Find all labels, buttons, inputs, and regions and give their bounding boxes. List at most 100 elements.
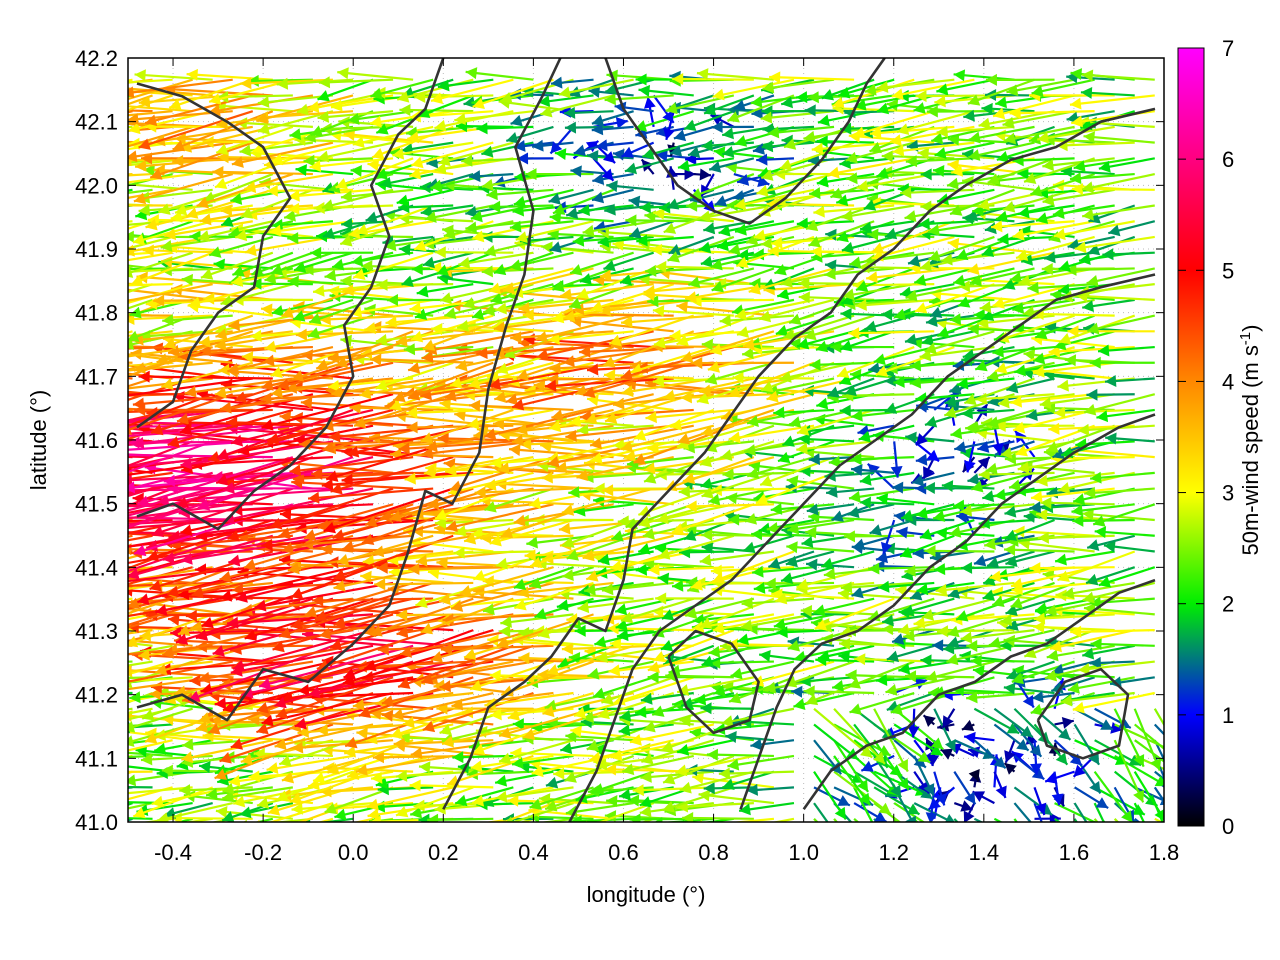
wind-arrow <box>634 705 694 718</box>
wind-arrow <box>1133 708 1162 771</box>
wind-arrow-shaft <box>232 629 374 670</box>
wind-arrow-head <box>565 429 577 442</box>
wind-arrow <box>332 503 454 541</box>
wind-arrow-shaft <box>643 707 715 731</box>
wind-arrow-shaft <box>494 377 594 401</box>
wind-arrow <box>128 801 173 805</box>
wind-arrow-head <box>28 354 39 366</box>
wind-arrow-head <box>132 436 145 449</box>
wind-arrow-shaft <box>231 503 374 512</box>
wind-arrow-head <box>821 557 834 570</box>
wind-arrow-shaft <box>986 408 1055 426</box>
wind-arrow-head <box>680 391 692 404</box>
wind-arrow-shaft <box>676 801 754 809</box>
wind-arrow-shaft <box>937 629 1015 633</box>
wind-arrow-head <box>932 639 944 652</box>
wind-arrow-shaft <box>565 424 674 439</box>
wind-arrow <box>1070 625 1155 638</box>
wind-arrow-head <box>327 379 340 392</box>
wind-arrow-head <box>40 582 52 594</box>
wind-arrow <box>653 629 735 663</box>
wind-arrow-head <box>766 390 779 403</box>
wind-arrow <box>1113 708 1145 768</box>
wind-arrow <box>954 440 995 454</box>
wind-arrow-head <box>455 794 468 807</box>
wind-arrow <box>483 408 594 440</box>
wind-arrow-shaft <box>128 518 233 530</box>
wind-arrow-shaft <box>759 456 835 486</box>
wind-arrow-head <box>906 803 920 815</box>
wind-arrow-head <box>244 629 257 641</box>
wind-arrow-shaft <box>396 613 494 617</box>
wind-arrow-shaft <box>128 330 133 334</box>
wind-arrow-head <box>222 481 235 494</box>
wind-arrow-head <box>616 629 629 642</box>
wind-arrow-head <box>930 737 944 750</box>
wind-arrow-shaft <box>128 739 153 745</box>
wind-arrow-shaft <box>146 408 273 415</box>
wind-arrow <box>468 361 554 389</box>
wind-arrow <box>1062 581 1135 600</box>
wind-arrow <box>500 613 574 628</box>
wind-arrow <box>180 534 334 565</box>
wind-arrow-shaft <box>230 644 374 674</box>
wind-arrow-shaft <box>128 361 133 364</box>
wind-arrow-head <box>321 478 334 491</box>
wind-arrow-shaft <box>513 503 614 524</box>
wind-arrow-shaft <box>256 691 374 734</box>
wind-arrow-head <box>320 543 332 556</box>
wind-arrow <box>853 786 874 822</box>
wind-arrow-head <box>920 654 932 667</box>
wind-arrow <box>261 393 394 431</box>
wind-arrow-shaft <box>289 707 394 730</box>
wind-arrow-head <box>333 569 346 581</box>
wind-arrow-shaft <box>873 708 909 773</box>
wind-arrow-head <box>162 646 175 659</box>
wind-arrow-head <box>354 416 367 429</box>
wind-arrow-shaft <box>420 597 514 634</box>
wind-arrow-head <box>395 769 408 782</box>
wind-arrow-head <box>728 513 740 526</box>
wind-arrow-head <box>54 636 66 648</box>
wind-arrow-head <box>584 646 597 659</box>
wind-arrow-shaft <box>619 718 694 726</box>
wind-arrow-head <box>839 404 851 417</box>
wind-arrow-shaft <box>159 660 293 672</box>
wind-arrow <box>813 597 875 617</box>
wind-arrow <box>885 676 955 696</box>
wind-arrow-shaft <box>843 534 915 538</box>
wind-arrow-head <box>157 494 170 507</box>
wind-arrow-head <box>490 708 502 721</box>
wind-arrow-head <box>361 533 375 546</box>
wind-arrow <box>410 739 514 760</box>
wind-arrow-head <box>927 754 940 767</box>
wind-arrow-head <box>1167 809 1178 821</box>
wind-arrow-head <box>1073 493 1086 506</box>
wind-arrow-head <box>904 333 917 346</box>
wind-arrow-shaft <box>128 471 173 481</box>
wind-arrow-head <box>712 572 725 584</box>
wind-arrow-head <box>155 604 168 616</box>
wind-arrow-head <box>1020 725 1033 738</box>
wind-arrow <box>809 358 875 371</box>
wind-arrow-head <box>986 369 1000 382</box>
wind-arrow <box>561 642 654 655</box>
wind-arrow <box>409 779 494 792</box>
wind-arrow-shaft <box>993 817 1003 822</box>
wind-arrow-head <box>586 570 599 582</box>
wind-arrow-head <box>701 425 714 437</box>
wind-arrow-head <box>54 381 66 393</box>
wind-arrow-head <box>185 609 197 622</box>
wind-arrow-head <box>517 586 530 599</box>
wind-arrow-shaft <box>128 739 173 752</box>
wind-arrow <box>421 644 534 685</box>
wind-arrow-shaft <box>128 660 153 667</box>
wind-arrow-head <box>130 348 142 360</box>
wind-arrow-shaft <box>236 518 354 539</box>
wind-arrow <box>128 408 233 424</box>
wind-arrow-head <box>982 490 995 503</box>
wind-arrow-head <box>621 385 634 398</box>
wind-arrow-shaft <box>601 676 675 704</box>
wind-arrow-head <box>652 705 665 717</box>
wind-arrow-shaft <box>128 377 153 388</box>
